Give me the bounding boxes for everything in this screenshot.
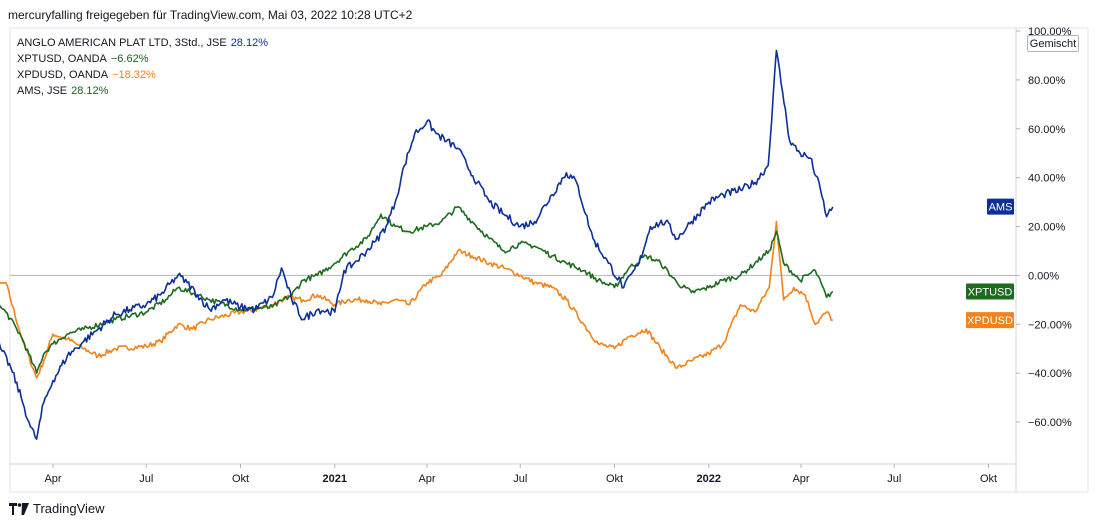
x-tick-label: Okt [980, 473, 997, 485]
y-tick-label: 20.00% [1028, 222, 1066, 234]
tradingview-logo[interactable]: TradingView [9, 501, 105, 516]
tradingview-icon [9, 502, 29, 515]
x-tick-label: 2021 [323, 473, 347, 485]
legend-label: XPDUSD, OANDA [17, 69, 109, 81]
series-tag-ams [987, 198, 1014, 215]
x-tick-label: Jul [887, 473, 901, 485]
legend-value: 28.12% [71, 85, 109, 97]
legend-value: 28.12% [230, 37, 268, 49]
tradingview-brand: TradingView [33, 501, 105, 516]
y-tick-label: 0.00% [1028, 270, 1059, 282]
series-tag-xptusd [966, 283, 1014, 300]
legend: ANGLO AMERICAN PLAT LTD, 3Std., JSE 28.12… [17, 35, 268, 99]
series-tag-label: AMS [989, 202, 1013, 214]
legend-label: ANGLO AMERICAN PLAT LTD, 3Std., JSE [17, 37, 227, 49]
scale-mode-button[interactable]: Gemischt [1027, 35, 1079, 52]
x-axis[interactable]: Apr Jul Okt 2021 Apr Jul Okt 2022 Apr Jul Okt [44, 464, 997, 485]
series-line-xptusd[interactable] [0, 206, 834, 374]
series-line-xpdusd[interactable] [0, 220, 833, 379]
y-tick-label: −20.00% [1028, 319, 1072, 331]
legend-item-anglo-american-plat[interactable]: ANGLO AMERICAN PLAT LTD, 3Std., JSE 28.12… [17, 35, 268, 51]
series-layer [0, 49, 834, 440]
legend-label: AMS, JSE [17, 85, 68, 97]
x-tick-label: Okt [606, 473, 623, 485]
series-line-ams[interactable] [0, 49, 834, 440]
series-tag-label: XPTUSD [968, 287, 1013, 299]
x-tick-label: Okt [232, 473, 249, 485]
legend-value: −18.32% [112, 69, 156, 81]
x-tick-label: Apr [44, 473, 61, 485]
chart-header-title: mercuryfalling freigegeben für TradingVi… [8, 8, 413, 22]
x-tick-label: Apr [792, 473, 809, 485]
x-tick-label: Apr [418, 473, 435, 485]
x-tick-label: 2022 [697, 473, 721, 485]
legend-label: XPTUSD, OANDA [17, 53, 107, 65]
series-tag-xpdusd [966, 312, 1014, 329]
y-tick-label: 60.00% [1028, 124, 1066, 136]
legend-item-xptusd[interactable]: XPTUSD, OANDA −6.62% [17, 51, 268, 67]
y-tick-label: 40.00% [1028, 173, 1066, 185]
series-tags: AMS XPTUSD XPDUSD [966, 198, 1014, 329]
y-axis[interactable]: 100.00%80.00%60.00%40.00%20.00%0.00%−20.… [1016, 26, 1072, 429]
legend-item-xpdusd[interactable]: XPDUSD, OANDA −18.32% [17, 67, 268, 83]
y-tick-label: −40.00% [1028, 368, 1072, 380]
legend-value: −6.62% [110, 53, 149, 65]
y-tick-label: 80.00% [1028, 75, 1066, 87]
series-tag-label: XPDUSD [967, 315, 1013, 327]
x-tick-label: Jul [139, 473, 153, 485]
legend-item-ams[interactable]: AMS, JSE 28.12% [17, 83, 268, 99]
x-tick-label: Jul [513, 473, 527, 485]
y-tick-label: −60.00% [1028, 417, 1072, 429]
